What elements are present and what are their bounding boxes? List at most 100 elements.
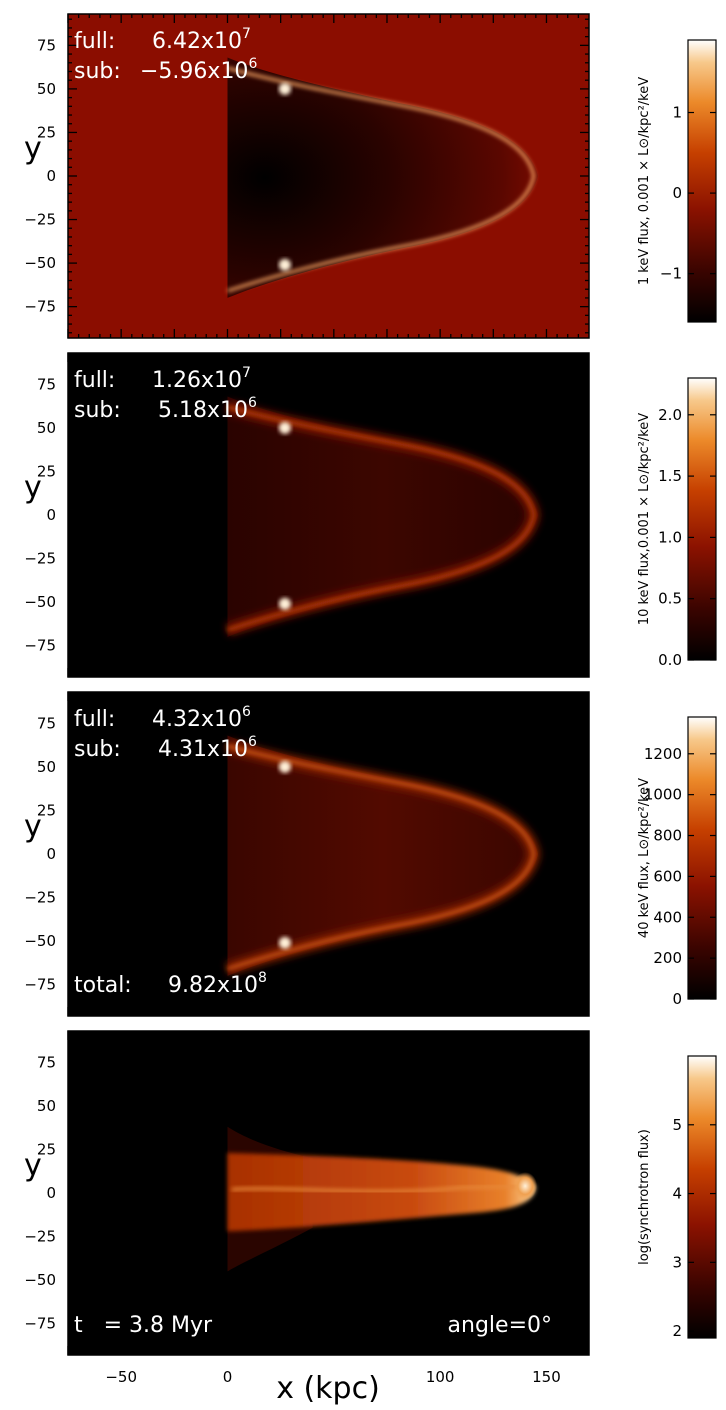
annotation-full-label: full:	[74, 29, 115, 54]
annotation-sub-exponent: 6	[248, 56, 257, 72]
cavity-region	[227, 735, 538, 976]
y-tick-label: 0	[46, 506, 56, 524]
annotation-full: full: 6.42x107	[74, 26, 251, 54]
colorbar-synchrotron: 5 4 3 2 log(synchrotron flux)	[637, 1055, 717, 1340]
annotation-full-exponent: 7	[242, 26, 251, 42]
colorbar-1kev: 1 0 −1 1 keV flux, 0.001 × L⊙/kpc²/keV	[637, 39, 717, 323]
annotation-total-value: 9.82x108	[168, 970, 267, 998]
y-tick-label: −75	[24, 1315, 56, 1333]
cocoon-image	[227, 57, 538, 298]
annotation-full-label: full:	[74, 707, 115, 732]
colorbar-tick-label: 4	[672, 1185, 682, 1203]
colorbar-tick-label: 800	[653, 827, 682, 845]
y-tick-label: −25	[24, 889, 56, 907]
y-tick-labels: 75 50 25 0 −25 −50 −75	[24, 1053, 56, 1332]
y-tick-label: −50	[24, 254, 56, 272]
annotation-full-exponent: 6	[242, 704, 251, 720]
colorbar-tick-label: 1.5	[658, 467, 682, 485]
panel-frame	[67, 691, 590, 1017]
x-axis-label: x (kpc)	[276, 1371, 380, 1406]
x-tick-label: −50	[105, 1368, 137, 1386]
colorbar-tick-label: 0	[672, 990, 682, 1008]
annotation-sub-exponent: 6	[248, 395, 257, 411]
panel-40kev: full: 4.32x106 sub: 4.31x106 total: 9.82…	[24, 691, 717, 1017]
colorbar-label: log(synchrotron flux)	[637, 1129, 652, 1265]
colorbar-tick-label: 0.0	[658, 651, 682, 669]
annotation-full-exponent: 7	[242, 365, 251, 381]
colorbar-tick-label: 1.0	[658, 528, 682, 546]
annotation-full-mantissa: 4.32x10	[152, 707, 242, 732]
colorbar-tick-label: 0	[672, 184, 682, 202]
y-tick-label: −25	[24, 550, 56, 568]
y-tick-label: −75	[24, 637, 56, 655]
panel-frame	[67, 1030, 590, 1356]
cocoon-image	[225, 396, 540, 637]
knot-top	[278, 760, 291, 773]
cavity-region	[227, 57, 538, 298]
x-tick-label: 100	[426, 1368, 455, 1386]
colorbar-40kev: 1200 1000 800 600 400 200 0 40 keV flux, L⊙/kpc…	[637, 716, 717, 1008]
y-tick-label: −50	[24, 932, 56, 950]
y-tick-label: 50	[37, 419, 56, 437]
annotation-full: full: 1.26x107	[74, 365, 251, 393]
y-tick-label: 25	[37, 1140, 56, 1158]
y-tick-label: 75	[37, 36, 56, 54]
y-tick-label: −50	[24, 593, 56, 611]
y-tick-label: 25	[37, 123, 56, 141]
colorbar-gradient	[687, 716, 717, 1000]
annotation-sub-value: −5.96x106	[140, 56, 257, 84]
annotation-sub: sub: 5.18x106	[74, 395, 257, 423]
y-tick-label: 25	[37, 801, 56, 819]
colorbar-tick-label: 200	[653, 949, 682, 967]
knot-top	[278, 82, 291, 95]
annotation-sub-mantissa: −5.96x10	[140, 59, 248, 84]
colorbar-tick-label: 2	[672, 1322, 682, 1340]
colorbar-tick-label: 600	[653, 867, 682, 885]
x-tick-label: 150	[532, 1368, 561, 1386]
knot-top	[278, 421, 291, 434]
colorbar-gradient	[687, 377, 717, 661]
colorbar-label: 1 keV flux, 0.001 × L⊙/kpc²/keV	[637, 77, 652, 285]
y-tick-label: 75	[37, 1053, 56, 1071]
jet-image	[227, 1126, 538, 1272]
shock-edge	[227, 744, 536, 971]
y-tick-label: 0	[46, 845, 56, 863]
annotation-sub-label: sub:	[74, 59, 121, 84]
y-axis-label: y	[24, 131, 42, 166]
annotation-sub-value: 5.18x106	[158, 395, 257, 423]
y-axis-label: y	[24, 470, 42, 505]
y-tick-label: 50	[37, 1097, 56, 1115]
time-label: t = 3.8 Myr	[74, 1313, 213, 1338]
cavity-region	[227, 396, 538, 637]
y-tick-label: 0	[46, 1184, 56, 1202]
knot-bottom	[278, 258, 291, 271]
colorbar-tick-label: 0.5	[658, 590, 682, 608]
annotation-full-mantissa: 1.26x10	[152, 368, 242, 393]
shock-edge	[227, 405, 536, 632]
panel-frame	[67, 352, 590, 678]
colorbar-tick-label: 1200	[644, 745, 682, 763]
annotation-sub-label: sub:	[74, 737, 121, 762]
jet-filament	[231, 1184, 530, 1193]
annotation-sub-mantissa: 5.18x10	[158, 398, 248, 423]
colorbar-tick-label: 400	[653, 908, 682, 926]
annotation-full-label: full:	[74, 368, 115, 393]
colorbar-tick-label: 1000	[644, 786, 682, 804]
hotspot	[513, 1172, 538, 1201]
y-tick-label: 50	[37, 758, 56, 776]
annotation-sub-mantissa: 4.31x10	[158, 737, 248, 762]
panel-10kev: full: 1.26x107 sub: 5.18x106 75 50 25 0 −25 −…	[24, 352, 717, 678]
colorbar-tick-label: 3	[672, 1253, 682, 1271]
annotation-sub-value: 4.31x106	[158, 734, 257, 762]
colorbar-tick-label: 2.0	[658, 406, 682, 424]
y-tick-labels: 75 50 25 0 −25 −50 −75	[24, 375, 56, 654]
y-axis-label: y	[24, 809, 42, 844]
x-tick-labels: −50 0 100 150	[105, 1368, 560, 1386]
annotation-full-value: 1.26x107	[152, 365, 251, 393]
y-tick-label: 50	[37, 80, 56, 98]
colorbar-tick-label: −1	[660, 265, 682, 283]
annotation-total: total: 9.82x108	[74, 970, 267, 998]
y-tick-label: 75	[37, 714, 56, 732]
